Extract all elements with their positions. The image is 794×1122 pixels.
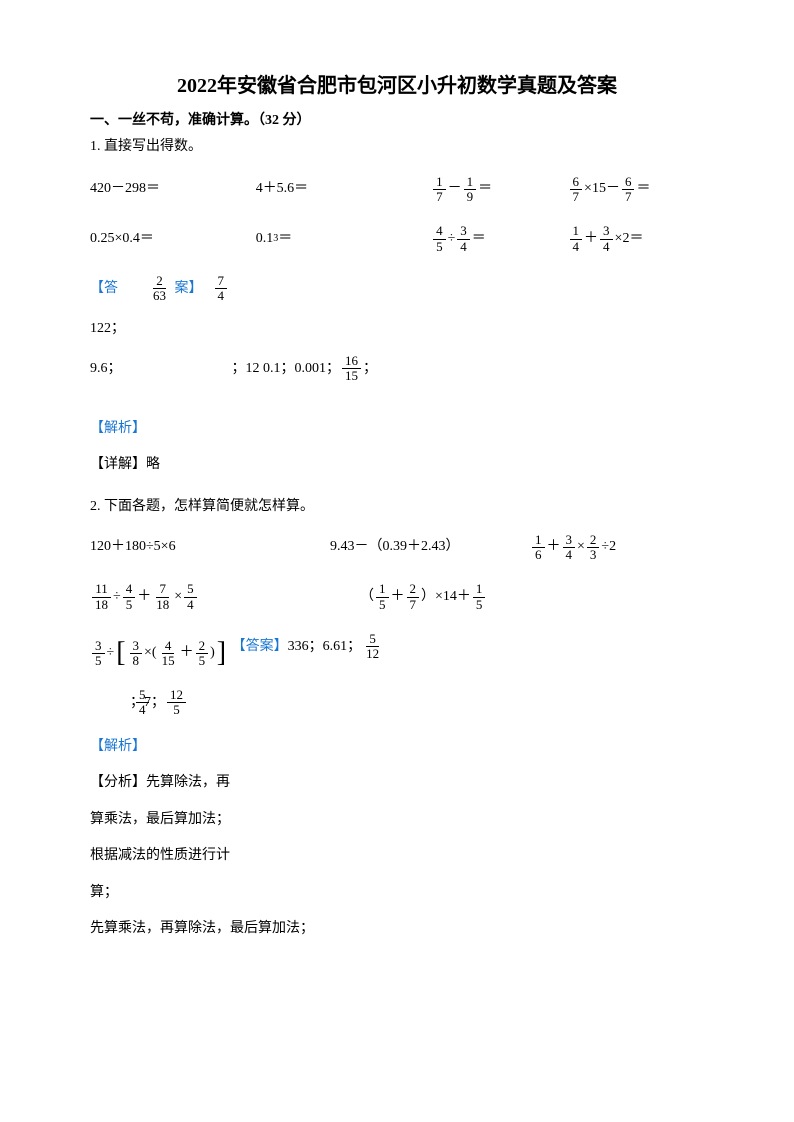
op: ×( bbox=[144, 642, 157, 664]
fraction: 15 bbox=[376, 582, 389, 612]
op: ＋ bbox=[137, 586, 151, 608]
answer1-line2: 案】 74 bbox=[175, 274, 230, 304]
q1-row1: 420－298＝ 4＋5.6＝ 17 － 19 ＝ 67 ×15－ 67 ＝ bbox=[90, 175, 704, 205]
fraction: 415 bbox=[159, 639, 178, 669]
fraction: 1118 bbox=[92, 582, 111, 612]
fraction: 54 bbox=[136, 688, 149, 718]
q2-c2: 9.43－（0.39＋2.43） bbox=[330, 536, 530, 558]
analysis-text: 【分析】先算除法，再 bbox=[90, 772, 704, 794]
q2-row3: 35 ÷ [ 38 ×( 415 ＋ 25 ) ] bbox=[90, 639, 228, 669]
op: ÷ bbox=[113, 586, 121, 608]
fraction: 67 bbox=[622, 175, 635, 205]
eq: ＝ bbox=[636, 178, 650, 200]
op: ＋ bbox=[547, 536, 561, 558]
val: 336；6.61； bbox=[288, 636, 362, 658]
page-title: 2022年安徽省合肥市包河区小升初数学真题及答案 bbox=[90, 70, 704, 102]
fraction: 34 bbox=[563, 533, 576, 563]
q1-r1c1: 420－298＝ bbox=[90, 178, 256, 200]
fraction: 23 bbox=[587, 533, 600, 563]
section-head: 一、一丝不苟，准确计算。（32 分） bbox=[90, 110, 704, 132]
op: ×15－ bbox=[584, 178, 620, 200]
answer1-line3: 122； bbox=[90, 318, 704, 340]
fraction: 34 bbox=[600, 224, 613, 254]
fraction: 718 bbox=[153, 582, 172, 612]
op: ÷2 bbox=[601, 536, 616, 558]
paren: ）×14＋ bbox=[421, 586, 471, 608]
op: － bbox=[448, 178, 462, 200]
fraction: 15 bbox=[473, 582, 486, 612]
q1-r1c3: 17 － 19 ＝ bbox=[431, 175, 567, 205]
answer-label: 【答案】 bbox=[232, 636, 288, 658]
fraction: 263 bbox=[150, 274, 169, 304]
answer1-line1: 【答 263 bbox=[90, 274, 171, 304]
eq: ＝ bbox=[278, 228, 292, 250]
analysis-text: 根据减法的性质进行计 bbox=[90, 845, 704, 867]
q1-r1c2: 4＋5.6＝ bbox=[256, 178, 431, 200]
bracket-icon: [ bbox=[114, 639, 127, 667]
fraction: 25 bbox=[196, 639, 209, 669]
op: ÷ bbox=[448, 228, 456, 250]
fraction: 17 bbox=[433, 175, 446, 205]
q1-r2c1: 0.25×0.4＝ bbox=[90, 228, 256, 250]
eq: ＝ bbox=[629, 228, 643, 250]
q1-row2: 0.25×0.4＝ 0.13＝ 45 ÷ 34 ＝ 14 ＋ 34 ×2 ＝ bbox=[90, 224, 704, 254]
op: ＋ bbox=[180, 642, 194, 664]
fraction: 34 bbox=[457, 224, 470, 254]
fraction: 74 bbox=[215, 274, 228, 304]
q1-r1c4: 67 ×15－ 67 ＝ bbox=[568, 175, 704, 205]
val: 9.6； bbox=[90, 358, 122, 380]
fraction: 38 bbox=[130, 639, 143, 669]
answer2-line1: 【答案】 336；6.61； 512 bbox=[232, 632, 385, 662]
op: ×2 bbox=[615, 228, 630, 250]
q2-c1: 120＋180÷5×6 bbox=[90, 536, 330, 558]
q1-r2c4: 14 ＋ 34 ×2 ＝ bbox=[568, 224, 704, 254]
answer2-line2: 54 ；7； 125 bbox=[90, 688, 704, 722]
fraction: 54 bbox=[184, 582, 197, 612]
analysis-label: 【解析】 bbox=[90, 418, 704, 440]
q2-c3: 16 ＋ 34 × 23 ÷2 bbox=[530, 533, 616, 563]
op: × bbox=[174, 586, 182, 608]
eq: ＝ bbox=[472, 228, 486, 250]
op: ＋ bbox=[584, 228, 598, 250]
fraction: 45 bbox=[433, 224, 446, 254]
fraction: 19 bbox=[464, 175, 477, 205]
analysis-text: 算； bbox=[90, 882, 704, 904]
q1-r2c3: 45 ÷ 34 ＝ bbox=[431, 224, 567, 254]
q2-label: 2. 下面各题，怎样算简便就怎样算。 bbox=[90, 496, 704, 518]
answer1-line4: 9.6； ；12 0.1；0.001； 1615 ； bbox=[90, 354, 377, 384]
fraction: 1615 bbox=[342, 354, 361, 384]
op: ÷ bbox=[107, 642, 115, 664]
bracket-icon: ] bbox=[215, 639, 228, 667]
val: ；12 0.1；0.001； bbox=[232, 358, 341, 380]
fraction: 16 bbox=[532, 533, 545, 563]
answer-label: 【答 bbox=[90, 278, 118, 300]
val: ； bbox=[363, 358, 377, 380]
fraction: 125 bbox=[167, 688, 186, 718]
fraction: 27 bbox=[407, 582, 420, 612]
fraction: 35 bbox=[92, 639, 105, 669]
q2-row1: 120＋180÷5×6 9.43－（0.39＋2.43） 16 ＋ 34 × 2… bbox=[90, 533, 704, 563]
analysis-label: 【解析】 bbox=[90, 736, 704, 758]
fraction: 45 bbox=[123, 582, 136, 612]
fraction: 67 bbox=[570, 175, 583, 205]
q1-label: 1. 直接写出得数。 bbox=[90, 136, 704, 158]
q2-row2: 1118 ÷ 45 ＋ 718 × 54 （ 15 ＋ 27 ）×14＋ 15 bbox=[90, 582, 704, 612]
analysis-text: 先算乘法，再算除法，最后算加法； bbox=[90, 918, 704, 940]
q1-r2c2: 0.13＝ bbox=[256, 228, 431, 250]
fraction: 512 bbox=[363, 632, 382, 662]
paren: （ bbox=[360, 586, 374, 608]
cube-base: 0.1 bbox=[256, 228, 274, 250]
answer-label: 案】 bbox=[175, 278, 203, 300]
q2-r2b: （ 15 ＋ 27 ）×14＋ 15 bbox=[360, 582, 487, 612]
detail-text: 【详解】略 bbox=[90, 454, 704, 476]
analysis-text: 算乘法，最后算加法； bbox=[90, 809, 704, 831]
op: × bbox=[577, 536, 585, 558]
op: ＋ bbox=[391, 586, 405, 608]
eq: ＝ bbox=[478, 178, 492, 200]
fraction: 14 bbox=[570, 224, 583, 254]
q2-r2a: 1118 ÷ 45 ＋ 718 × 54 bbox=[90, 582, 360, 612]
